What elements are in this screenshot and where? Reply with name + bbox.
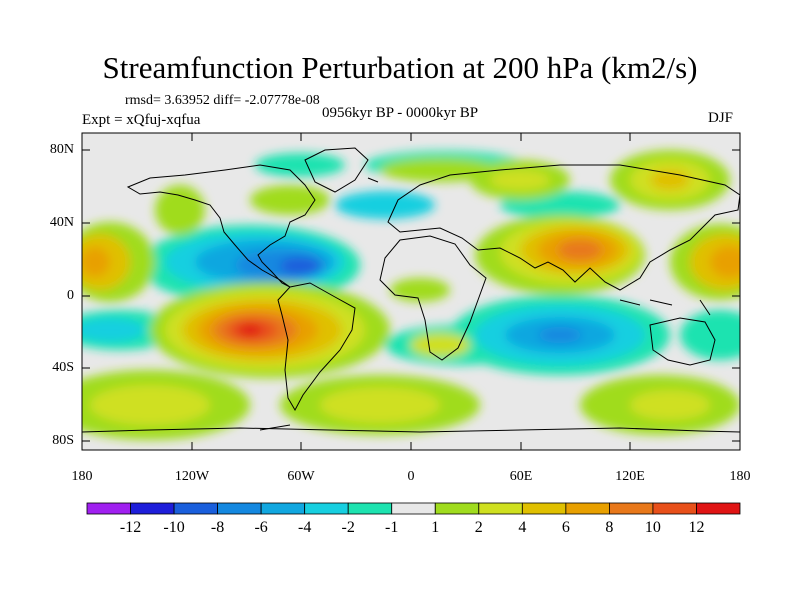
colorbar-box <box>86 502 131 515</box>
lat-label-40s: 40S <box>52 360 74 375</box>
coastlines <box>82 147 740 433</box>
coastline-north-america <box>126 164 316 288</box>
field-blob <box>90 385 210 425</box>
colorbar-label: -10 <box>163 519 185 536</box>
lon-label-60w: 60W <box>287 469 315 484</box>
colorbar-box <box>521 502 567 515</box>
coastline-australia <box>649 317 716 366</box>
field-blob <box>490 170 550 190</box>
field-blob <box>280 257 320 275</box>
colorbar-label: -8 <box>210 519 225 536</box>
coastline-eurasia <box>387 164 740 291</box>
colorbar-box <box>217 502 262 515</box>
colorbar-box <box>173 502 218 515</box>
colorbar-label: -1 <box>385 519 399 536</box>
colorbar-label: 2 <box>474 519 483 536</box>
colorbar-box <box>696 502 741 515</box>
colorbar-label: 12 <box>688 519 705 536</box>
colorbar-label: -12 <box>119 519 142 536</box>
field-blob <box>380 158 500 182</box>
field-blob <box>335 191 435 219</box>
field-blob <box>82 247 110 277</box>
colorbar-box <box>478 502 523 515</box>
field-blob <box>630 390 710 420</box>
lon-label-120w: 120W <box>174 469 210 484</box>
field-blob <box>82 318 145 342</box>
experiment-line: Expt = xQfuj-xqfua <box>82 112 201 128</box>
chart-title: Streamfunction Perturbation at 200 hPa (… <box>102 50 698 85</box>
colorbar-box <box>260 502 306 515</box>
colorbar-label: 8 <box>605 519 614 536</box>
lon-label-180e: 180 <box>729 469 751 484</box>
lat-label-80s: 80S <box>52 433 74 448</box>
colorbar-box <box>434 502 480 515</box>
field-blob <box>390 278 450 302</box>
colorbar <box>86 502 741 515</box>
field-blob <box>680 310 740 360</box>
colorbar-label: -4 <box>297 519 312 536</box>
lat-label-40n: 40N <box>49 215 74 230</box>
lat-label-0: 0 <box>67 288 74 303</box>
field-blob <box>320 387 440 423</box>
colorbar-box <box>652 502 697 515</box>
colorbar-box <box>347 502 393 515</box>
colorbar-label: 10 <box>644 519 661 536</box>
field-blob <box>250 185 330 215</box>
colorbar-box <box>304 502 349 515</box>
field-blob <box>255 153 345 177</box>
lat-label-80n: 80N <box>49 142 74 157</box>
coastline-africa <box>379 235 487 361</box>
field-blob <box>238 324 262 336</box>
field-blob <box>558 240 602 260</box>
field-blob <box>710 246 740 278</box>
axis-ticks <box>81 133 741 450</box>
colorbar-label: -6 <box>254 519 268 536</box>
colorbar-box <box>391 502 436 515</box>
lon-label-0: 0 <box>407 469 415 484</box>
field-blob <box>538 327 582 343</box>
colorbar-box <box>609 502 654 515</box>
colorbar-label: 6 <box>561 519 570 536</box>
lon-label-120e: 120E <box>615 469 645 484</box>
season-label: DJF <box>708 110 734 126</box>
colorbar-box <box>130 502 175 515</box>
stats-line: rmsd= 3.63952 diff= -2.07778e-08 <box>125 93 320 108</box>
coastline-south-america <box>277 282 356 412</box>
lon-label-180w: 180 <box>71 469 93 484</box>
coastline-islands <box>259 177 711 431</box>
field-blob <box>410 333 470 357</box>
colorbar-box <box>565 502 610 515</box>
lon-label-60e: 60E <box>509 469 533 484</box>
colorbar-label: 1 <box>431 519 440 536</box>
coastline-antarctica <box>82 427 740 433</box>
period-line: 0956kyr BP - 0000kyr BP <box>322 105 479 121</box>
colorbar-label: 4 <box>518 519 527 536</box>
coastline-greenland <box>304 147 369 193</box>
field-blob <box>155 185 205 235</box>
colorbar-label: -2 <box>341 519 355 536</box>
